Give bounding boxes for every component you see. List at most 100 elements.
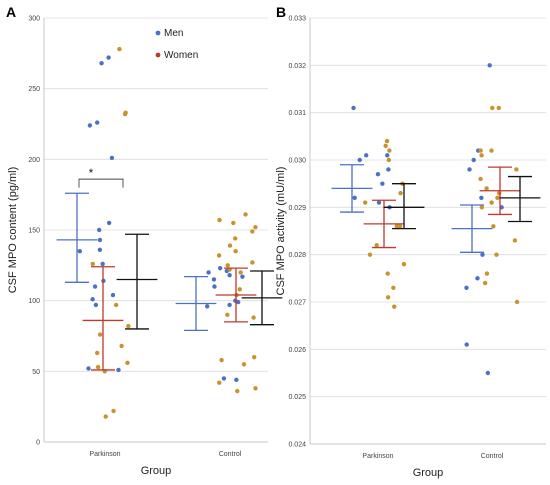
data-point-men: [116, 367, 121, 373]
data-point-men: [386, 167, 391, 172]
panel-b-chart: 0.024 0.025 0.026 0.027 0.028 0.029 0.030 0.031…: [275, 16, 546, 479]
data-point-women: [225, 312, 230, 317]
data-point-women: [383, 143, 388, 148]
y-tick-label: 0.029: [288, 205, 306, 212]
data-point-men: [227, 273, 232, 278]
data-point-women: [385, 271, 390, 276]
data-point-women: [122, 111, 128, 117]
data-point-men: [235, 299, 241, 305]
data-point-women: [385, 295, 391, 300]
y-tick-label: 0.030: [288, 158, 306, 165]
data-point-men: [364, 153, 369, 158]
y-tick-label: 0.024: [288, 442, 306, 449]
data-point-men: [100, 261, 105, 267]
data-point-women: [125, 360, 130, 366]
data-point-men: [487, 63, 492, 68]
significance-bracket: [78, 178, 124, 188]
data-point-men: [106, 220, 112, 226]
data-point-women: [479, 153, 484, 158]
data-point-women: [479, 205, 485, 210]
data-point-women: [494, 252, 499, 257]
x-tick-label: Parkinson: [362, 453, 393, 460]
data-point-men: [480, 252, 485, 257]
data-point-men: [217, 265, 223, 271]
data-point-women: [231, 220, 236, 226]
y-tick-label: 100: [28, 298, 40, 305]
data-point-women: [495, 195, 500, 201]
data-point-women: [514, 167, 519, 172]
significance-star: *: [89, 166, 94, 180]
x-tick-label: Control: [219, 451, 242, 458]
data-point-men: [92, 284, 98, 289]
data-point-men: [479, 195, 484, 201]
data-point-women: [126, 323, 131, 329]
data-point-men: [109, 155, 115, 161]
data-point-women: [225, 263, 230, 268]
data-point-women: [253, 386, 258, 391]
data-point-men: [221, 376, 227, 381]
data-point-women: [484, 271, 490, 276]
data-point-women: [117, 46, 122, 52]
data-point-men: [90, 297, 95, 302]
data-point-men: [240, 274, 245, 279]
data-point-men: [471, 157, 476, 163]
data-point-men: [97, 247, 103, 252]
data-point-men: [357, 157, 362, 163]
data-point-women: [392, 304, 397, 309]
y-tick-label: 200: [28, 157, 40, 164]
data-point-men: [464, 342, 469, 347]
y-tick-label: 0.033: [288, 16, 306, 23]
data-point-men: [77, 249, 82, 254]
data-point-men: [206, 270, 211, 275]
data-point-men: [234, 377, 239, 383]
y-tick-label: 0.032: [288, 63, 306, 70]
x-axis-title: Group: [141, 465, 172, 477]
data-point-women: [113, 302, 119, 308]
y-tick-label: 300: [28, 16, 40, 23]
data-point-men: [352, 195, 357, 201]
data-point-women: [482, 280, 488, 286]
data-point-women: [367, 252, 373, 257]
legend-label: Men: [164, 28, 183, 39]
data-point-women: [241, 362, 247, 367]
data-point-women: [95, 364, 101, 370]
data-point-women: [363, 200, 368, 205]
data-point-women: [251, 315, 256, 320]
data-point-men: [385, 153, 390, 158]
data-point-men: [475, 276, 480, 281]
data-point-men: [96, 227, 102, 233]
data-point-men: [211, 277, 217, 282]
y-tick-label: 0.031: [288, 110, 306, 117]
legend-label: Women: [164, 50, 198, 61]
x-tick-label: Control: [481, 453, 504, 460]
y-tick-label: 0.028: [288, 252, 306, 259]
x-axis-title: Group: [413, 467, 444, 479]
data-point-women: [253, 224, 258, 230]
data-point-women: [111, 408, 116, 414]
data-point-women: [237, 287, 242, 292]
data-point-men: [212, 284, 217, 289]
data-point-women: [496, 105, 501, 111]
data-point-women: [90, 261, 95, 267]
data-point-women: [216, 253, 222, 258]
data-point-men: [485, 370, 491, 376]
data-point-women: [252, 355, 257, 360]
data-point-women: [478, 148, 483, 153]
data-point-men: [351, 105, 356, 111]
data-point-women: [489, 200, 494, 205]
data-point-women: [94, 350, 100, 356]
data-point-men: [464, 285, 469, 290]
data-point-women: [227, 243, 233, 248]
y-tick-label: 0.026: [288, 347, 306, 354]
data-point-women: [217, 380, 222, 385]
panel-a-letter: A: [6, 4, 16, 20]
data-point-women: [235, 388, 240, 394]
data-point-men: [97, 237, 103, 243]
y-axis-title: CSF MPO content (pg/ml): [7, 167, 19, 294]
data-point-women: [497, 190, 502, 196]
data-point-women: [512, 238, 518, 243]
data-point-women: [217, 217, 222, 223]
data-point-women: [119, 343, 124, 349]
y-tick-label: 50: [32, 369, 40, 376]
panel-a-chart: 0 50 100 150 200 250 300 Parkinson Control Group C…: [7, 16, 283, 477]
